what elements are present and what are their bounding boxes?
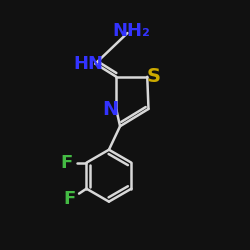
- Text: F: F: [63, 190, 75, 208]
- Text: S: S: [146, 67, 160, 86]
- Text: N: N: [102, 100, 118, 119]
- Text: NH₂: NH₂: [112, 22, 150, 40]
- Text: F: F: [60, 154, 73, 172]
- Text: HN: HN: [73, 55, 103, 73]
